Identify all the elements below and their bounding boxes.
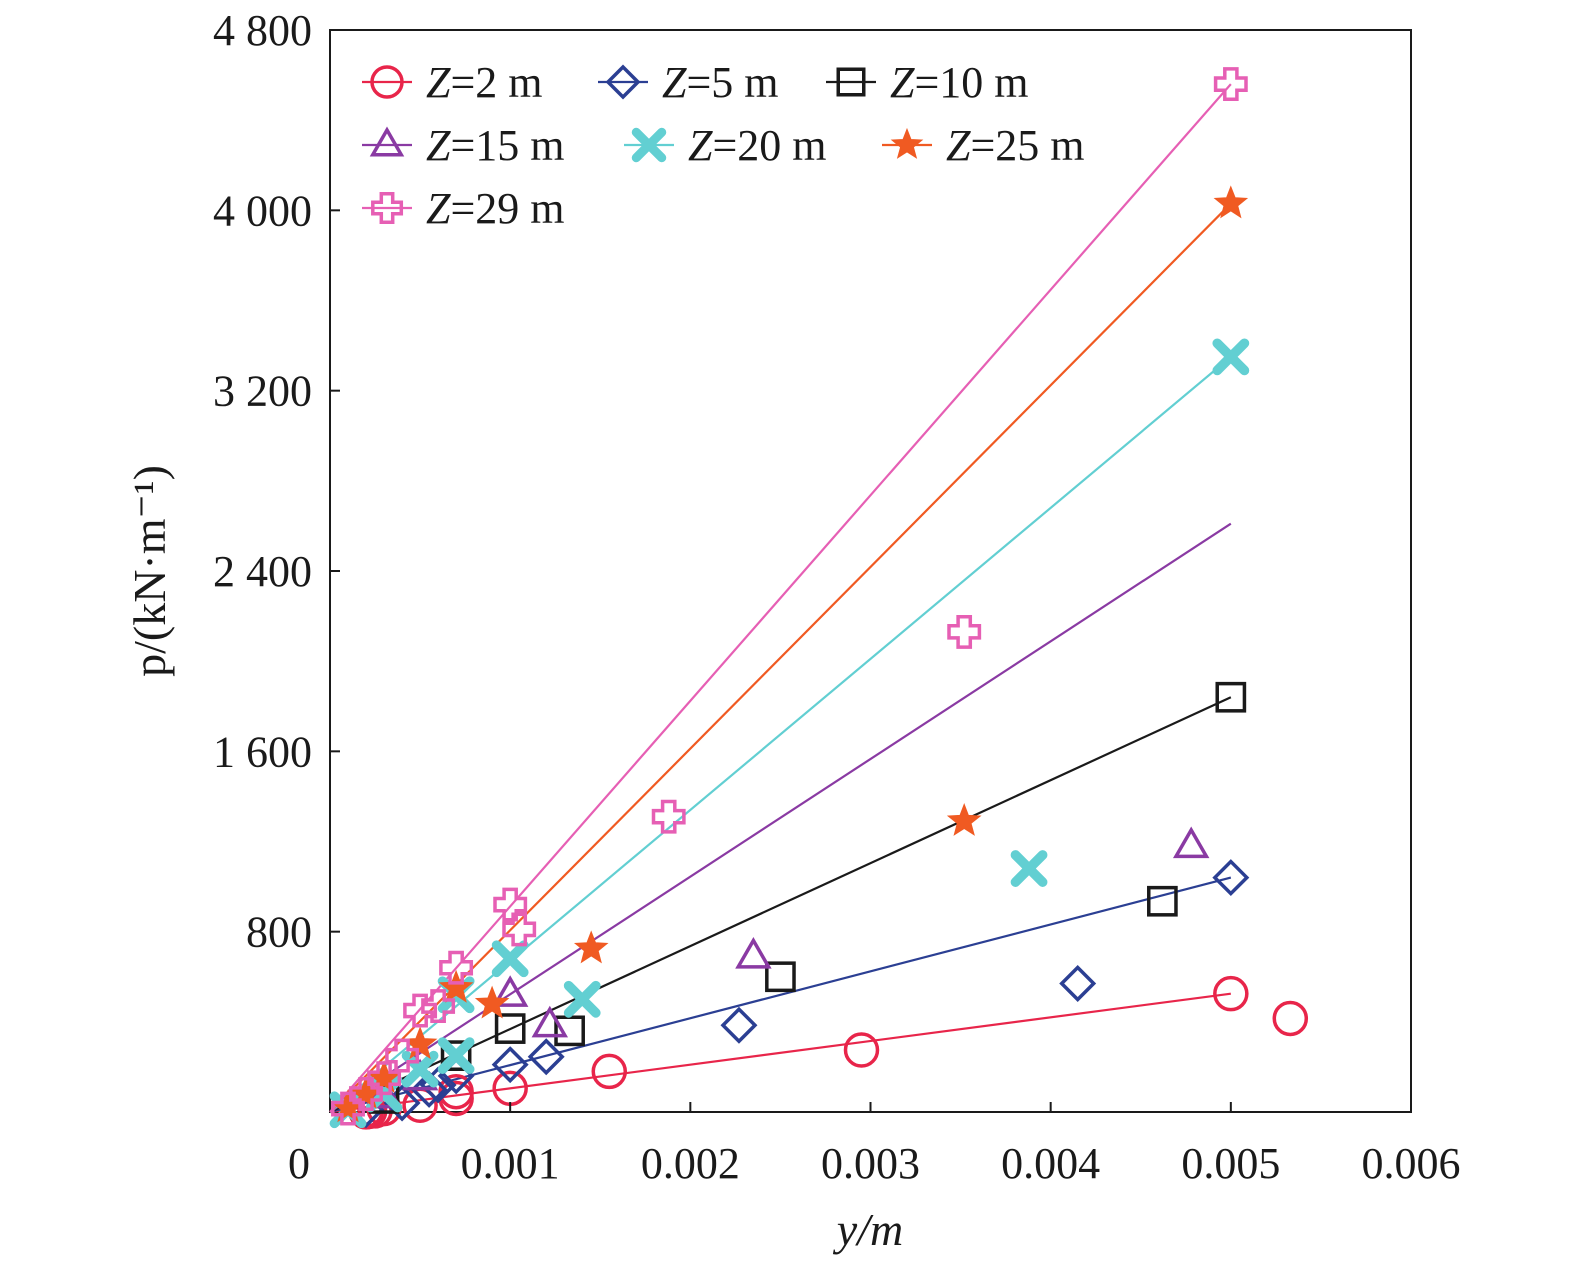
x-tick-label: 0.002	[641, 1139, 740, 1188]
legend-label-5: Z=20 m	[688, 121, 827, 170]
markers	[329, 67, 1309, 1130]
x-tick-label: 0.003	[821, 1139, 920, 1188]
x-axis: 0 0.001 0.002 0.003 0.004 0.005 0.006	[288, 1102, 1461, 1188]
fit-line-4	[329, 522, 1232, 1113]
y-tick-label: 1 600	[213, 727, 312, 776]
data-point-s3-5	[765, 961, 796, 993]
data-point-s5-4	[437, 1037, 475, 1075]
x-tick-label: 0.006	[1362, 1139, 1461, 1188]
legend-label-3: Z=10 m	[890, 58, 1029, 107]
fit-line-2	[329, 876, 1232, 1114]
x-tick-label: 0	[288, 1139, 310, 1188]
data-point-s3-7	[1215, 681, 1247, 713]
data-point-s6-8	[946, 802, 982, 836]
fit-lines	[329, 83, 1232, 1114]
y-axis: 800 1 600 2 400 3 200 4 000 4 800	[213, 6, 340, 957]
legend-item-4: Z=15 m	[362, 121, 565, 170]
legend-label-6: Z=25 m	[946, 121, 1085, 170]
data-point-s6-6	[474, 985, 510, 1019]
data-point-s6-7	[573, 930, 609, 964]
data-point-s1-12	[1213, 975, 1249, 1012]
data-point-s2-3	[410, 1070, 448, 1108]
data-point-s5-9	[1212, 338, 1250, 376]
fit-line-7	[329, 83, 1232, 1113]
data-point-s6-5	[438, 969, 474, 1003]
data-point-s1-11	[843, 1032, 880, 1068]
data-point-s7-9	[502, 912, 537, 947]
y-tick-label: 4 800	[213, 6, 312, 55]
data-point-s3-2	[440, 1040, 472, 1071]
data-point-s4-3	[491, 975, 529, 1007]
legend-marker-7	[371, 192, 404, 225]
data-point-s2-10	[1212, 859, 1250, 897]
data-point-s1-8	[438, 1073, 474, 1110]
legend-marker-6	[890, 127, 924, 159]
data-point-s1-13	[1272, 1000, 1309, 1037]
fit-line-3	[329, 696, 1232, 1113]
data-point-s3-3	[494, 1013, 526, 1044]
legend-item-3: Z=10 m	[826, 58, 1029, 107]
y-tick-label: 2 400	[213, 547, 312, 596]
data-point-s7-2	[349, 1077, 383, 1111]
legend-marker-1	[370, 65, 404, 99]
data-point-s6-9	[1213, 185, 1249, 219]
data-point-s7-4	[385, 1038, 420, 1073]
data-point-s4-6	[1172, 826, 1210, 859]
data-point-s2-8	[720, 1006, 758, 1044]
legend-item-7: Z=29 m	[362, 184, 565, 233]
legend-marker-3	[836, 67, 866, 97]
legend-item-6: Z=25 m	[882, 121, 1085, 170]
x-tick-label: 0.001	[461, 1139, 560, 1188]
data-point-s7-10	[651, 799, 686, 834]
data-point-s5-6	[491, 940, 529, 978]
data-point-s7-8	[493, 887, 528, 922]
legend-label-1: Z=2 m	[426, 58, 543, 107]
data-point-s7-11	[947, 614, 982, 649]
y-axis-label: p/(kN·m⁻¹)	[124, 465, 175, 677]
fit-line-5	[329, 356, 1232, 1113]
data-point-s7-6	[421, 989, 456, 1024]
legend-marker-5	[631, 127, 667, 163]
legend-item-1: Z=2 m	[362, 58, 543, 107]
data-point-s5-7	[563, 980, 601, 1018]
data-point-s3-6	[1147, 885, 1178, 917]
data-point-s3-4	[554, 1015, 585, 1047]
data-point-s7-7	[439, 950, 474, 985]
data-point-s5-8	[1010, 850, 1048, 887]
y-tick-label: 3 200	[213, 367, 312, 416]
x-axis-label: y/m	[833, 1204, 903, 1255]
fit-line-6	[329, 202, 1232, 1113]
data-point-s7-1	[331, 1091, 365, 1126]
legend-item-5: Z=20 m	[624, 121, 827, 170]
data-point-s7-12	[1213, 67, 1248, 102]
data-point-s7-3	[367, 1061, 402, 1096]
data-point-s4-4	[531, 1005, 569, 1038]
y-tick-label: 4 000	[213, 186, 312, 235]
legend-label-2: Z=5 m	[662, 58, 779, 107]
legend-marker-2	[605, 64, 641, 100]
y-tick-label: 800	[246, 908, 312, 957]
data-point-s2-7	[527, 1038, 565, 1076]
data-point-s2-9	[1059, 965, 1097, 1002]
legend: Z=2 m Z=5 m Z=10 m Z=15 m Z=20 m Z=25 m Z=29 m	[362, 58, 1085, 233]
data-point-s7-5	[403, 993, 438, 1028]
data-point-s1-10	[591, 1053, 628, 1090]
x-tick-label: 0.005	[1181, 1139, 1280, 1188]
legend-label-7: Z=29 m	[426, 184, 565, 233]
fit-line-1	[329, 992, 1231, 1114]
data-point-s4-5	[735, 936, 772, 969]
legend-item-2: Z=5 m	[598, 58, 779, 107]
legend-label-4: Z=15 m	[426, 121, 565, 170]
data-point-s2-6	[491, 1046, 529, 1084]
x-tick-label: 0.004	[1001, 1139, 1100, 1188]
legend-marker-4	[369, 126, 405, 157]
